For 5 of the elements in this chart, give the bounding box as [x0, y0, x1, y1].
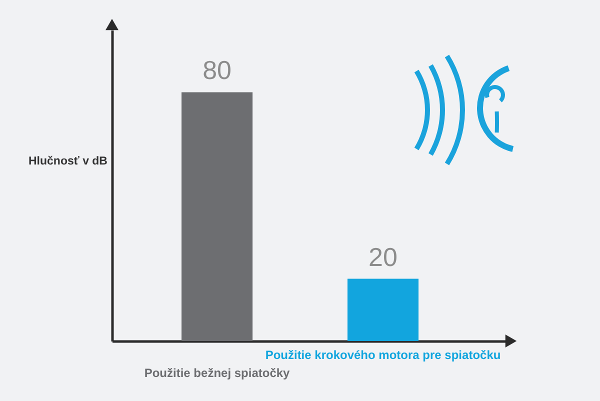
data-label: 20: [368, 242, 398, 272]
x-tick-label: Použitie bežnej spiatočky: [144, 366, 290, 380]
y-axis-title: Hlučnosť v dB: [28, 156, 108, 168]
x-tick-label: Použitie krokového motora pre spiatočku: [265, 348, 501, 362]
data-label: 80: [202, 55, 232, 86]
